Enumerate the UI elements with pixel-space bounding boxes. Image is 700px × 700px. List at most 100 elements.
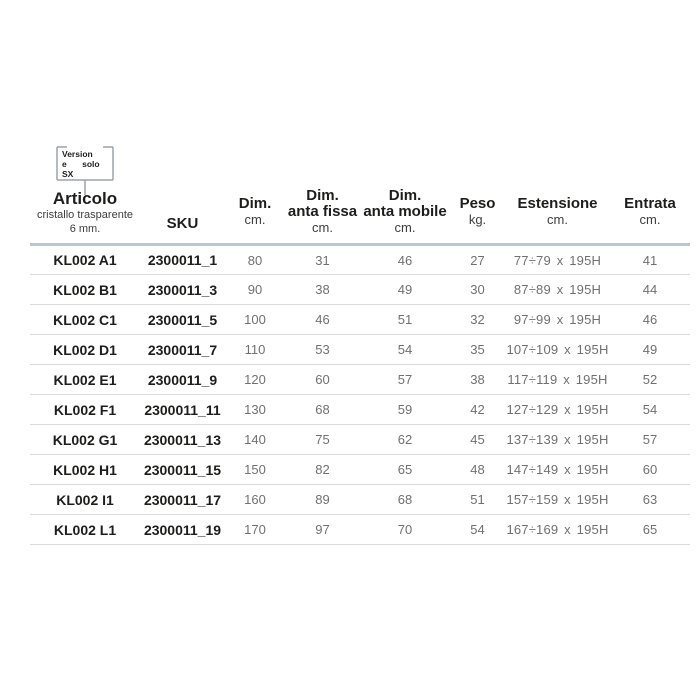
cell-anta-mobile: 59: [360, 394, 450, 425]
cell-entrata: 60: [610, 454, 690, 485]
cell-dim: 80: [225, 244, 285, 275]
cell-sku: 2300011_3: [140, 274, 225, 305]
cell-estensione: 107÷109 x 195H: [505, 334, 610, 365]
cell-articolo: KL002 F1: [30, 394, 140, 425]
column-subtitle: 6 mm.: [69, 223, 101, 235]
cell-estensione: 157÷159 x 195H: [505, 484, 610, 515]
column-header-entrata: Entrata cm.: [610, 187, 690, 246]
cell-sku: 2300011_17: [140, 484, 225, 515]
cell-anta-mobile: 54: [360, 334, 450, 365]
column-title: Entrata: [624, 195, 676, 212]
cell-peso: 35: [450, 334, 505, 365]
cell-anta-fissa: 53: [285, 334, 360, 365]
column-header-dim: Dim. cm.: [225, 187, 285, 246]
table-header: Articolo cristallo trasparente 6 mm. SKU…: [30, 187, 690, 246]
cell-anta-mobile: 46: [360, 244, 450, 275]
column-unit: cm.: [639, 212, 661, 227]
table-row: KL002 F1 2300011_11 130 68 59 42 127÷129 x 195…: [30, 394, 690, 425]
column-title: Dim.: [306, 187, 339, 204]
cell-anta-fissa: 38: [285, 274, 360, 305]
cell-peso: 27: [450, 244, 505, 275]
cell-estensione: 167÷169 x 195H: [505, 514, 610, 545]
cell-articolo: KL002 D1: [30, 334, 140, 365]
column-header-anta-mobile: Dim. anta mobile cm.: [360, 187, 450, 246]
column-title: Dim.: [238, 195, 272, 212]
cell-entrata: 54: [610, 394, 690, 425]
cell-sku: 2300011_13: [140, 424, 225, 455]
cell-entrata: 63: [610, 484, 690, 515]
cell-anta-mobile: 68: [360, 484, 450, 515]
cell-sku: 2300011_7: [140, 334, 225, 365]
cell-dim: 130: [225, 394, 285, 425]
cell-dim: 110: [225, 334, 285, 365]
column-title-line2: anta fissa: [287, 203, 358, 220]
cell-anta-mobile: 49: [360, 274, 450, 305]
cell-anta-mobile: 62: [360, 424, 450, 455]
cell-anta-fissa: 97: [285, 514, 360, 545]
table-row: KL002 L1 2300011_19 170 97 70 54 167÷169 x 195…: [30, 514, 690, 545]
cell-estensione: 147÷149 x 195H: [505, 454, 610, 485]
cell-dim: 100: [225, 304, 285, 335]
cell-anta-fissa: 60: [285, 364, 360, 395]
table-body: KL002 A1 2300011_1 80 31 46 27 77÷79 x 195H 41 K…: [30, 244, 690, 545]
cell-articolo: KL002 E1: [30, 364, 140, 395]
cell-peso: 48: [450, 454, 505, 485]
cell-articolo: KL002 G1: [30, 424, 140, 455]
cell-articolo: KL002 L1: [30, 514, 140, 545]
table-row: KL002 G1 2300011_13 140 75 62 45 137÷139 x 195…: [30, 424, 690, 455]
column-title: SKU: [166, 215, 199, 232]
column-title: Estensione: [517, 195, 598, 212]
cell-peso: 54: [450, 514, 505, 545]
cell-anta-fissa: 68: [285, 394, 360, 425]
cell-anta-fissa: 89: [285, 484, 360, 515]
column-title-line2: anta mobile: [363, 203, 447, 220]
column-unit: cm.: [547, 212, 568, 227]
cell-entrata: 65: [610, 514, 690, 545]
cell-estensione: 87÷89 x 195H: [505, 274, 610, 305]
cell-entrata: 46: [610, 304, 690, 335]
cell-dim: 90: [225, 274, 285, 305]
cell-entrata: 52: [610, 364, 690, 395]
spec-table: Articolo cristallo trasparente 6 mm. SKU…: [30, 187, 690, 545]
cell-entrata: 57: [610, 424, 690, 455]
cell-estensione: 97÷99 x 195H: [505, 304, 610, 335]
cell-anta-mobile: 70: [360, 514, 450, 545]
bracket-icon: [56, 146, 114, 195]
cell-articolo: KL002 C1: [30, 304, 140, 335]
column-unit: cm.: [312, 220, 333, 235]
version-callout-label: Version e solo SX: [61, 149, 109, 179]
table-row: KL002 D1 2300011_7 110 53 54 35 107÷109 x 195H…: [30, 334, 690, 365]
table-row: KL002 B1 2300011_3 90 38 49 30 87÷89 x 195H 44: [30, 274, 690, 305]
column-title: Dim.: [388, 187, 422, 204]
column-header-estensione: Estensione cm.: [505, 187, 610, 246]
cell-entrata: 41: [610, 244, 690, 275]
cell-anta-fissa: 82: [285, 454, 360, 485]
cell-estensione: 77÷79 x 195H: [505, 244, 610, 275]
cell-articolo: KL002 H1: [30, 454, 140, 485]
cell-entrata: 49: [610, 334, 690, 365]
table-row: KL002 A1 2300011_1 80 31 46 27 77÷79 x 195H 41: [30, 244, 690, 275]
column-subtitle: cristallo trasparente: [37, 209, 133, 221]
column-unit: cm.: [394, 220, 416, 235]
cell-anta-fissa: 46: [285, 304, 360, 335]
cell-peso: 51: [450, 484, 505, 515]
cell-articolo: KL002 I1: [30, 484, 140, 515]
cell-peso: 42: [450, 394, 505, 425]
cell-peso: 38: [450, 364, 505, 395]
cell-dim: 140: [225, 424, 285, 455]
cell-dim: 170: [225, 514, 285, 545]
table-row: KL002 C1 2300011_5 100 46 51 32 97÷99 x 195H 46: [30, 304, 690, 335]
cell-estensione: 117÷119 x 195H: [505, 364, 610, 395]
cell-sku: 2300011_1: [140, 244, 225, 275]
bracket-path: [56, 146, 114, 195]
column-header-anta-fissa: Dim. anta fissa cm.: [285, 187, 360, 246]
column-unit: cm.: [244, 212, 266, 227]
cell-sku: 2300011_9: [140, 364, 225, 395]
callout-line: e solo: [61, 159, 101, 169]
column-title: Articolo: [52, 189, 118, 208]
cell-articolo: KL002 A1: [30, 244, 140, 275]
table-row: KL002 I1 2300011_17 160 89 68 51 157÷159 x 195…: [30, 484, 690, 515]
cell-dim: 120: [225, 364, 285, 395]
column-header-peso: Peso kg.: [450, 187, 505, 246]
